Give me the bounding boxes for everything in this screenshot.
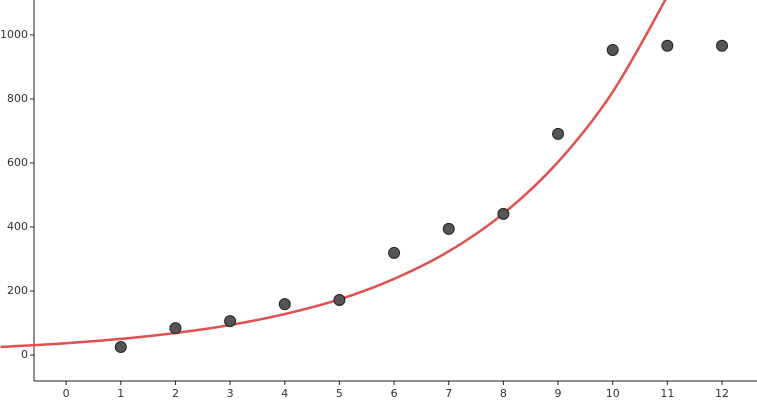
data-point [497, 207, 510, 220]
x-tick-label: 4 [281, 387, 288, 400]
y-tick-label: 200 [7, 284, 28, 297]
data-point [224, 315, 237, 328]
y-tick-label: 400 [7, 220, 28, 233]
x-tick-label: 0 [63, 387, 70, 400]
x-tick-label: 10 [606, 387, 620, 400]
data-point [169, 322, 182, 335]
x-tick-label: 1 [117, 387, 124, 400]
data-point [442, 222, 455, 235]
data-point [278, 298, 291, 311]
x-tick-label: 7 [445, 387, 452, 400]
x-tick-label: 5 [336, 387, 343, 400]
y-tick-label: 0 [21, 348, 28, 361]
data-point [716, 39, 729, 52]
y-tick-label: 800 [7, 92, 28, 105]
data-point [661, 39, 674, 52]
x-tick-label: 6 [391, 387, 398, 400]
plot-area [0, 0, 729, 354]
x-tick-label: 11 [660, 387, 674, 400]
x-tick-label: 8 [500, 387, 507, 400]
x-tick-label: 2 [172, 387, 179, 400]
data-point [114, 341, 127, 354]
data-point [333, 293, 346, 306]
data-point [552, 127, 565, 140]
fit-curve [0, 0, 667, 349]
x-tick-label: 12 [715, 387, 729, 400]
y-tick-label: 600 [7, 156, 28, 169]
data-point [388, 246, 401, 259]
y-tick-label: 1000 [0, 28, 28, 41]
x-tick-label: 9 [555, 387, 562, 400]
x-tick-label: 3 [227, 387, 234, 400]
data-point [606, 43, 619, 56]
